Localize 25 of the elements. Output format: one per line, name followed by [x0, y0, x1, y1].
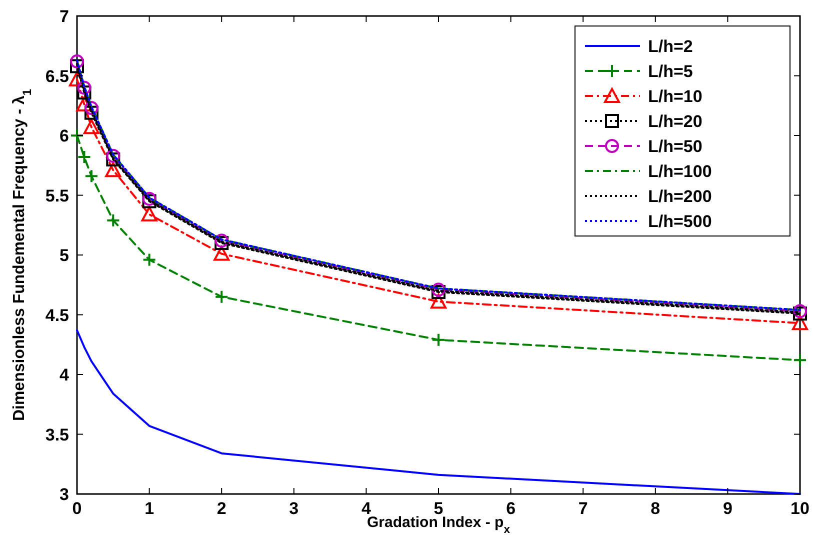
y-tick-label: 3: [60, 485, 69, 504]
legend-label: L/h=100: [648, 162, 712, 181]
x-tick-label: 1: [144, 499, 154, 518]
legend-label: L/h=200: [648, 187, 712, 206]
legend-label: L/h=500: [648, 212, 712, 231]
x-tick-label: 7: [578, 499, 588, 518]
legend-label: L/h=10: [648, 87, 702, 106]
x-tick-label: 8: [650, 499, 660, 518]
y-tick-label: 5.5: [45, 186, 69, 206]
y-tick-label: 7: [60, 7, 69, 26]
x-tick-label: 3: [289, 499, 299, 518]
x-tick-label: 2: [216, 499, 226, 518]
legend-label: L/h=20: [648, 112, 702, 131]
x-tick-label: 10: [790, 499, 810, 518]
legend-label: L/h=50: [648, 137, 702, 156]
y-tick-label: 6: [60, 126, 69, 146]
y-tick-label: 6.5: [45, 66, 69, 86]
legend-label: L/h=2: [648, 37, 693, 56]
y-tick-label: 4: [60, 366, 70, 384]
y-tick-label: 5: [60, 246, 69, 265]
y-tick-label: 3.5: [45, 425, 69, 444]
legend-label: L/h=5: [648, 62, 693, 81]
y-tick-label: 4.5: [45, 306, 69, 325]
x-tick-label: 0: [72, 499, 82, 518]
x-tick-label: 9: [722, 499, 732, 518]
